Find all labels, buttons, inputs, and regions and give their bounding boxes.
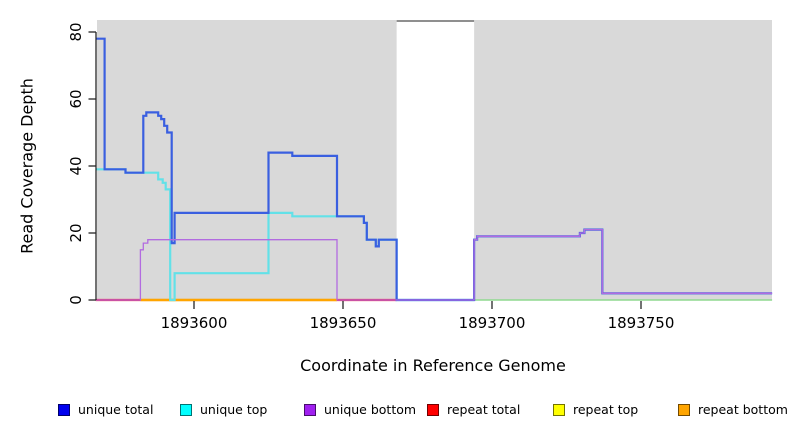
legend-item-repeat-bottom: repeat bottom bbox=[678, 402, 788, 417]
repeat-top-swatch-icon bbox=[553, 403, 565, 416]
masked-gap bbox=[396, 20, 475, 300]
x-tick-label: 1893700 bbox=[458, 314, 526, 332]
unique-top-swatch-icon bbox=[180, 403, 192, 416]
legend-label: unique total bbox=[78, 402, 154, 417]
series-unique-bottom bbox=[95, 228, 773, 301]
legend-item-unique-total: unique total bbox=[58, 402, 153, 417]
legend-item-unique-bottom: unique bottom bbox=[304, 402, 416, 417]
x-tick-label: 1893750 bbox=[607, 314, 675, 332]
legend-label: unique top bbox=[200, 402, 268, 417]
unique-bottom-swatch-icon bbox=[304, 403, 316, 416]
repeat-bottom-swatch-icon bbox=[678, 403, 690, 416]
legend-label: unique bottom bbox=[324, 402, 417, 417]
y-tick-label: 80 bbox=[67, 22, 85, 42]
y-tick-label: 0 bbox=[67, 295, 85, 305]
y-tick-label: 60 bbox=[67, 89, 85, 109]
repeat-total-swatch-icon bbox=[427, 403, 439, 416]
legend-label: repeat total bbox=[447, 402, 521, 417]
legend-item-repeat-total: repeat total bbox=[427, 402, 520, 417]
x-tick-label: 1893650 bbox=[309, 314, 377, 332]
legend-item-repeat-top: repeat top bbox=[553, 402, 638, 417]
x-tick-label: 1893600 bbox=[160, 314, 228, 332]
y-tick-label: 20 bbox=[67, 223, 85, 243]
legend-item-unique-top: unique top bbox=[180, 402, 267, 417]
y-axis-title: Read Coverage Depth bbox=[17, 78, 37, 254]
legend-label: repeat bottom bbox=[698, 402, 788, 417]
y-tick-label: 40 bbox=[67, 156, 85, 176]
x-axis-title: Coordinate in Reference Genome bbox=[300, 356, 566, 375]
unique-total-swatch-icon bbox=[58, 403, 70, 416]
legend-label: repeat top bbox=[573, 402, 639, 417]
